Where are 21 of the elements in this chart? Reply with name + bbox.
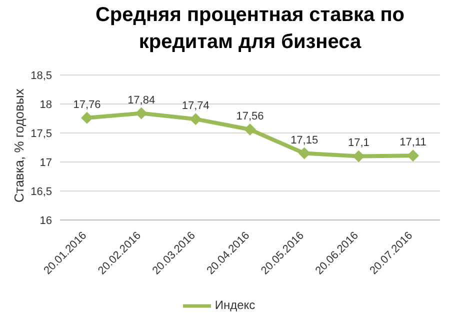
data-label: 17,84 xyxy=(128,94,156,106)
y-axis-title: Ставка, % годовых xyxy=(12,88,27,202)
point xyxy=(190,113,202,126)
y-tick-label: 18,5 xyxy=(30,70,52,82)
y-tick-label: 17,5 xyxy=(30,128,52,140)
point xyxy=(244,124,256,136)
data-label: 17,74 xyxy=(182,100,210,112)
y-tick-label: 16 xyxy=(40,214,52,227)
data-label: 17,56 xyxy=(236,110,264,123)
point xyxy=(81,112,93,124)
chart-title: Средняя процентная ставка по кредитам для бизнеса xyxy=(95,3,405,55)
data-label: 17,1 xyxy=(348,137,370,150)
y-tick-label: 17 xyxy=(40,156,52,169)
y-tick-label: 18 xyxy=(40,98,52,111)
data-label: 17,15 xyxy=(290,134,318,146)
legend-label: Индекс xyxy=(214,298,256,312)
y-tick-label: 16,5 xyxy=(30,186,52,198)
data-label: 17,11 xyxy=(400,136,426,149)
point xyxy=(135,107,148,120)
data-label: 17,76 xyxy=(73,98,101,111)
point xyxy=(407,150,419,162)
